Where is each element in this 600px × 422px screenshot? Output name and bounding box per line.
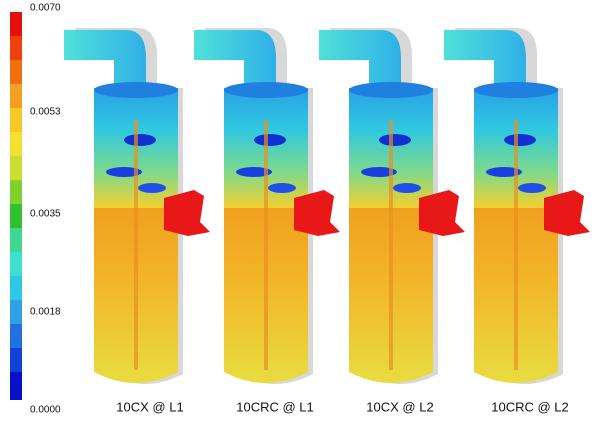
vessel-render <box>64 28 210 384</box>
colorbar-tick: 0.0018 <box>30 307 61 318</box>
colorbar-tick: 0.0053 <box>30 107 61 118</box>
colorbar-tick: 0.0035 <box>30 209 61 220</box>
vessel-render <box>444 28 590 384</box>
figure: 0.0070 0.0053 0.0035 0.0018 0.0000 10CX … <box>0 0 600 417</box>
vessel-render <box>194 28 340 384</box>
panel-label: 10CRC @ L2 <box>491 399 569 414</box>
panel-label: 10CX @ L1 <box>116 399 183 414</box>
vessel-render <box>319 28 465 384</box>
colorbar-tick: 0.0070 <box>30 3 61 14</box>
colorbar <box>10 12 22 400</box>
panel-label: 10CX @ L2 <box>366 399 433 414</box>
panel-label: 10CRC @ L1 <box>236 399 314 414</box>
colorbar-tick: 0.0000 <box>30 405 61 416</box>
